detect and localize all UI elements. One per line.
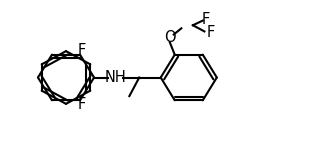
Text: O: O [164, 30, 176, 45]
Text: F: F [78, 43, 86, 58]
Text: F: F [207, 25, 215, 40]
Text: NH: NH [105, 70, 126, 85]
Text: F: F [78, 97, 86, 112]
Text: F: F [202, 11, 210, 27]
